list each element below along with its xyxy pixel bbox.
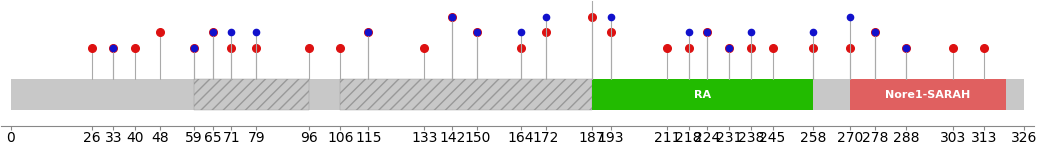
Bar — [195, 79, 309, 110]
Bar — [10, 79, 1024, 110]
Bar — [592, 79, 813, 110]
Text: Nore1-SARAH: Nore1-SARAH — [885, 90, 970, 100]
Bar — [850, 79, 1006, 110]
Bar — [340, 79, 592, 110]
Text: RA: RA — [694, 90, 711, 100]
